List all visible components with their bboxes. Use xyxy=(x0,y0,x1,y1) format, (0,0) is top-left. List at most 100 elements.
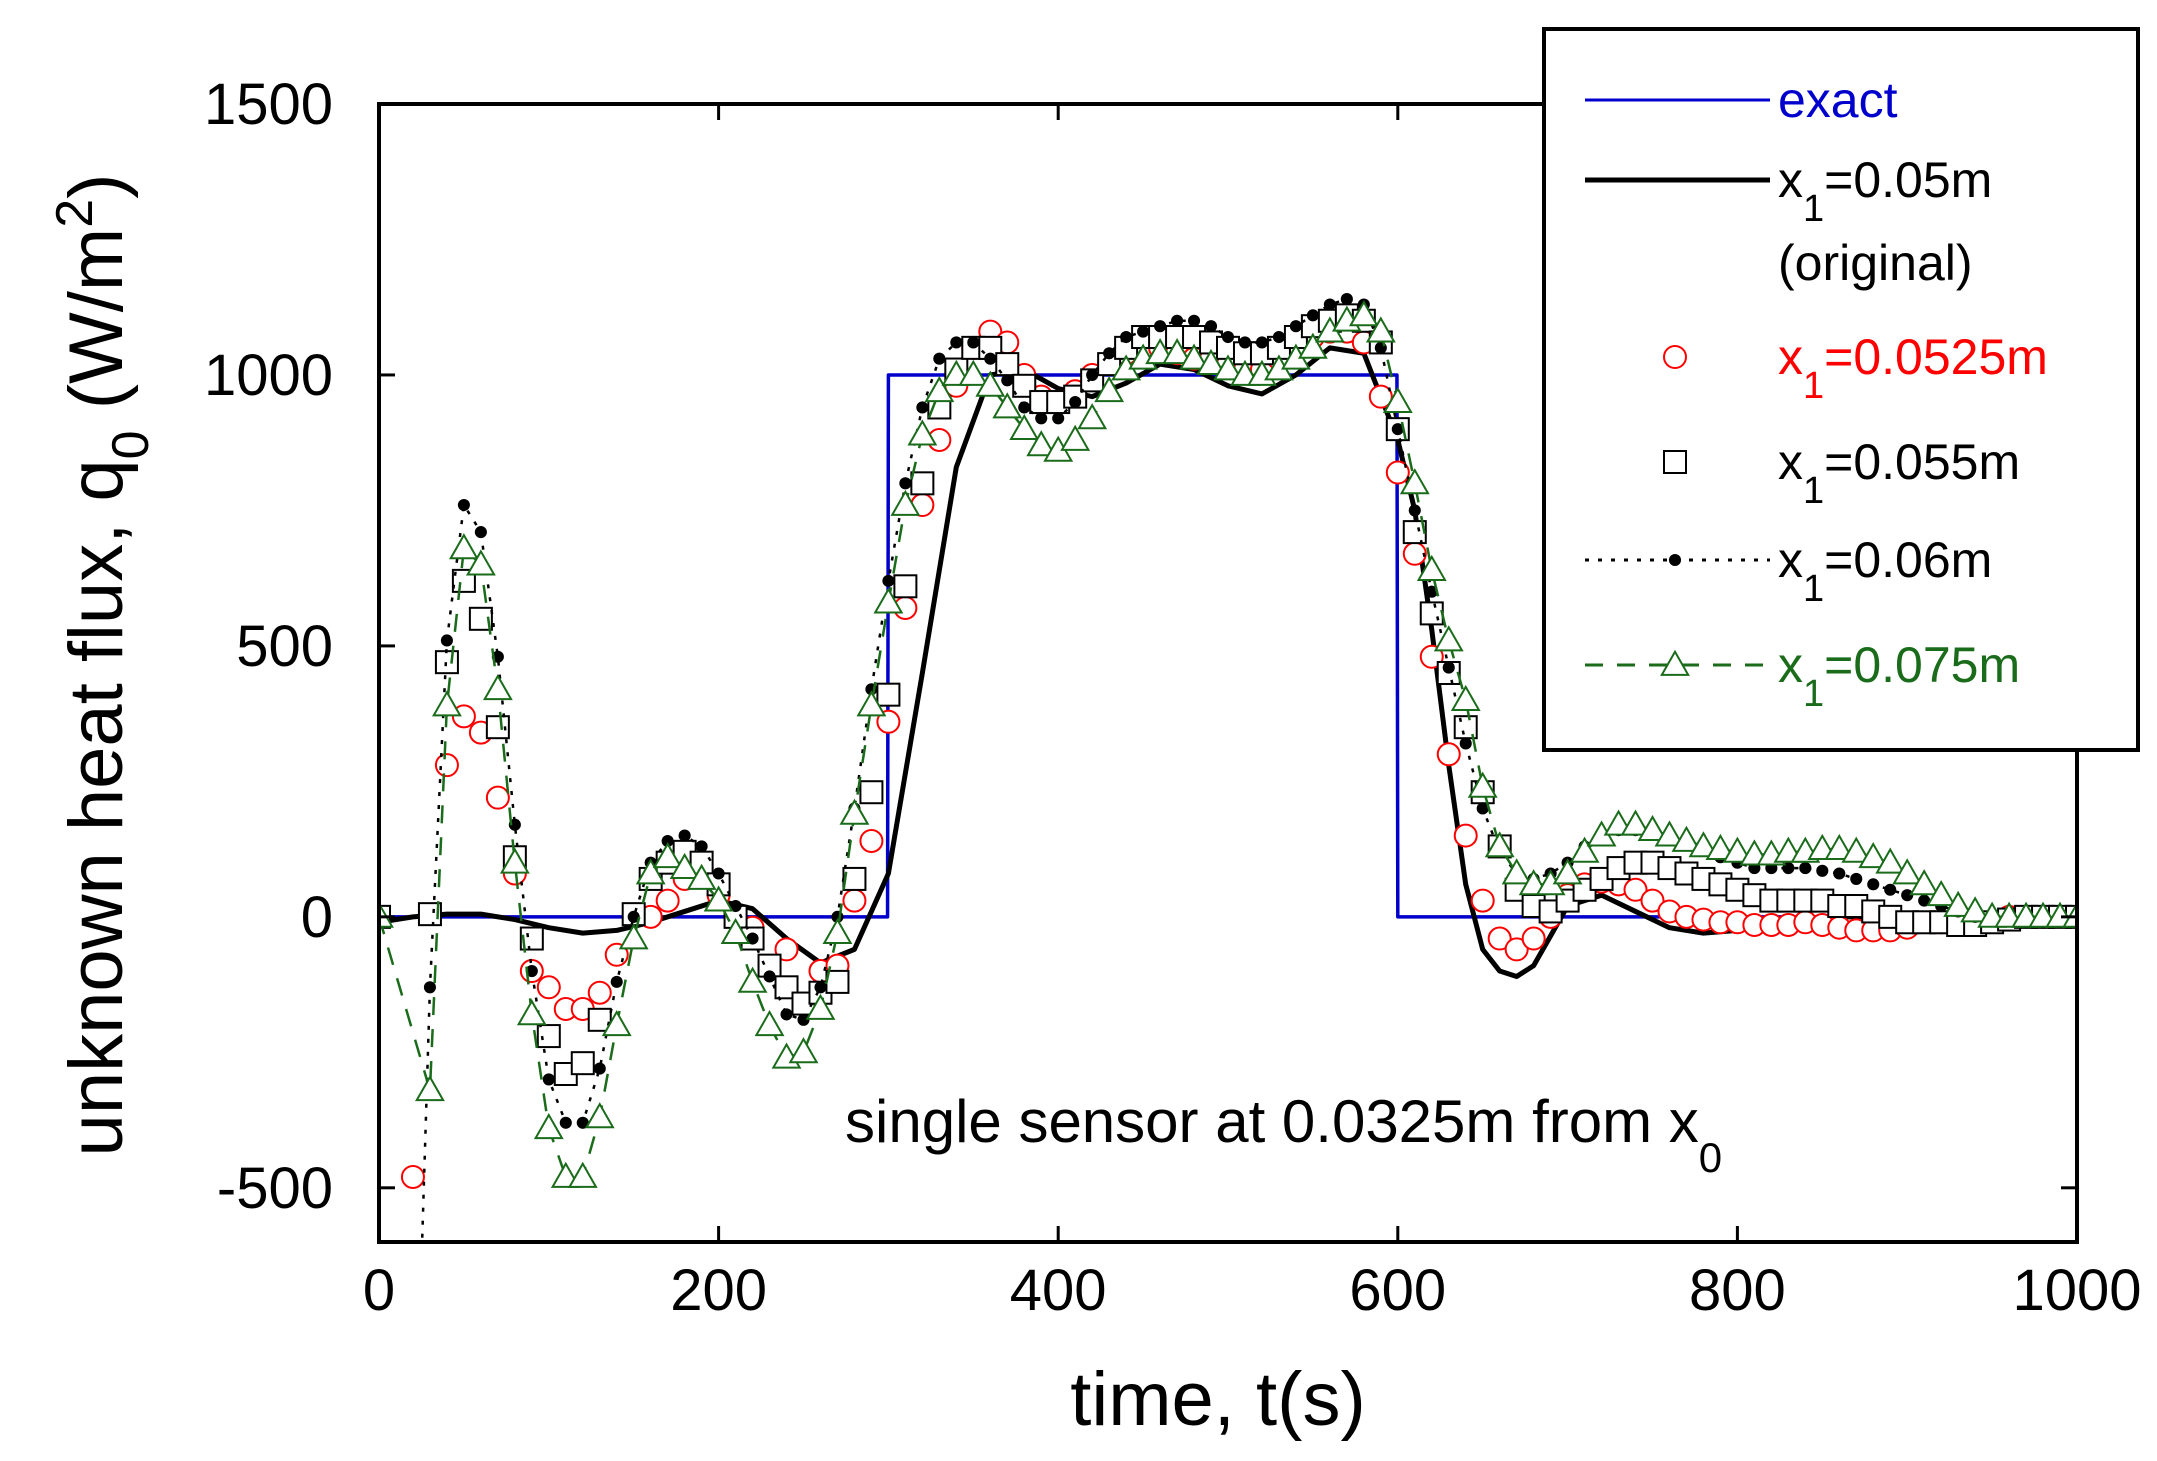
data-point xyxy=(1060,424,1091,451)
annotation-text: single sensor at 0.0325m from x0 xyxy=(845,1088,1722,1181)
data-point xyxy=(695,840,708,853)
legend-entry-0: exact xyxy=(1585,72,1898,128)
data-point xyxy=(655,888,680,913)
x-tick-label: 1000 xyxy=(2012,1258,2141,1323)
x-tick-label: 200 xyxy=(670,1258,767,1323)
data-point xyxy=(417,902,442,927)
data-point xyxy=(485,785,510,810)
data-point xyxy=(1187,314,1201,327)
legend-label: x1=0.075m xyxy=(1778,637,2020,715)
data-point xyxy=(1340,293,1353,306)
data-point xyxy=(1026,430,1057,457)
legend: exact x1=0.05m(original) x1=0.0525m x1=0.05… xyxy=(1542,27,2140,752)
data-point xyxy=(1824,833,1855,861)
data-point xyxy=(525,964,538,978)
data-point xyxy=(958,359,989,386)
data-point xyxy=(873,587,904,614)
data-point xyxy=(712,867,725,880)
data-point xyxy=(1385,460,1410,485)
data-point xyxy=(992,392,1023,419)
data-point xyxy=(1323,298,1336,311)
data-point xyxy=(434,753,459,778)
data-point xyxy=(1926,879,1957,907)
data-point xyxy=(842,866,867,891)
data-point xyxy=(1436,742,1461,767)
data-point xyxy=(1569,836,1600,863)
data-point xyxy=(1960,896,1991,923)
data-point xyxy=(601,1010,632,1037)
legend-entry-3: x1=0.055m xyxy=(1663,434,2020,512)
data-point xyxy=(1368,384,1393,409)
data-point xyxy=(1103,347,1116,360)
data-point xyxy=(729,899,742,913)
data-point xyxy=(1365,316,1396,343)
data-point xyxy=(1858,842,1889,869)
data-point xyxy=(876,682,901,707)
data-point xyxy=(1459,737,1472,750)
data-point xyxy=(859,828,884,853)
y-tick-label: 500 xyxy=(236,614,333,679)
legend-label: x1=0.055m xyxy=(1778,434,2020,512)
data-point xyxy=(1374,341,1387,354)
data-point xyxy=(1069,395,1082,409)
data-point xyxy=(610,975,623,988)
y-tick-label: -500 xyxy=(217,1156,333,1221)
data-point xyxy=(1402,520,1427,545)
data-point xyxy=(584,1102,615,1129)
data-point xyxy=(893,574,918,599)
data-point xyxy=(763,970,776,983)
x-tick-label: 0 xyxy=(363,1258,395,1323)
data-point xyxy=(379,901,394,928)
data-point xyxy=(1221,330,1235,344)
x-tick-label: 800 xyxy=(1689,1258,1786,1323)
data-point xyxy=(516,999,547,1026)
data-point xyxy=(1419,601,1444,626)
data-point xyxy=(1272,330,1285,344)
tick-layer: 0 200 400 600 800 1000 -500 0 500 1000 1500 xyxy=(204,72,2142,1323)
data-point xyxy=(1918,894,1931,907)
data-point xyxy=(1799,862,1812,875)
data-point xyxy=(916,401,929,414)
data-point xyxy=(1816,864,1829,877)
data-point xyxy=(967,336,980,349)
data-point xyxy=(533,1112,564,1140)
data-point xyxy=(1450,684,1481,711)
data-point xyxy=(1470,888,1495,913)
data-point xyxy=(618,923,649,950)
data-point xyxy=(1892,858,1923,885)
legend-label-extra: (original) xyxy=(1778,235,1973,291)
data-point xyxy=(1552,858,1583,885)
data-point xyxy=(1154,320,1167,333)
data-point xyxy=(859,780,884,805)
data-point xyxy=(1841,836,1872,863)
data-point xyxy=(1623,877,1648,902)
data-point xyxy=(1909,869,1940,896)
data-point xyxy=(1297,332,1328,359)
legend-items: exact x1=0.05m(original) x1=0.0525m x1=0.05… xyxy=(1585,72,2048,715)
data-point xyxy=(1654,820,1685,847)
data-point xyxy=(899,477,912,490)
legend-entry-2: x1=0.0525m xyxy=(1663,329,2048,407)
data-point xyxy=(465,549,496,576)
x-tick-label: 600 xyxy=(1349,1258,1446,1323)
data-point xyxy=(1476,802,1489,815)
data-point xyxy=(1504,937,1529,962)
data-point xyxy=(907,419,938,446)
data-point xyxy=(890,489,921,516)
data-point xyxy=(1884,883,1897,896)
data-point xyxy=(703,885,734,912)
data-point xyxy=(482,674,513,701)
data-point xyxy=(1179,343,1209,370)
series-5 xyxy=(379,300,2077,1188)
data-point xyxy=(678,829,691,842)
data-point xyxy=(627,910,640,923)
data-point xyxy=(910,471,935,496)
data-point xyxy=(1204,320,1218,333)
legend-label: x1=0.0525m xyxy=(1778,329,2048,407)
legend-entry-4: x1=0.06m xyxy=(1585,532,1992,610)
data-point xyxy=(431,690,462,717)
data-point xyxy=(950,336,963,349)
data-point xyxy=(1391,423,1404,436)
data-point xyxy=(485,715,510,740)
